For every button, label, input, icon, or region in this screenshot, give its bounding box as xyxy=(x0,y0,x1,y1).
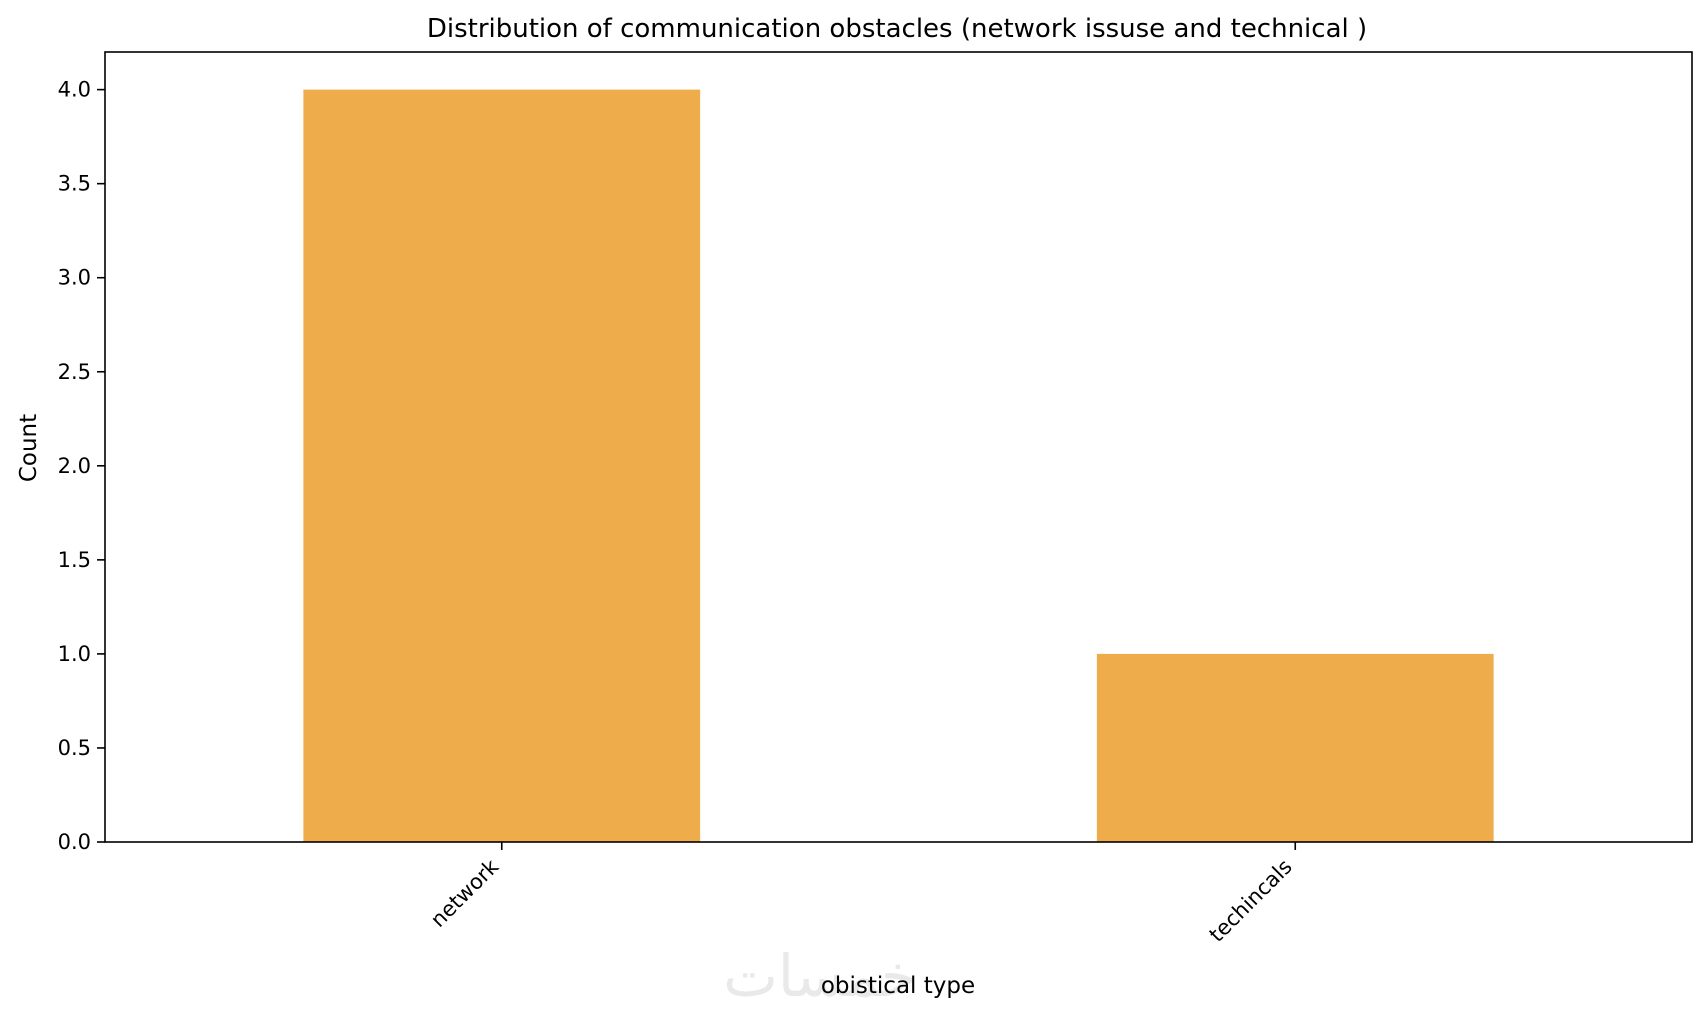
y-tick-label: 3.0 xyxy=(58,266,91,290)
x-tick-label-network: network xyxy=(426,854,504,932)
bars-group xyxy=(303,89,1494,843)
y-tick-label: 0.5 xyxy=(58,736,91,760)
x-axis-title: obistical type xyxy=(821,973,975,999)
x-tick-label-techincals: techincals xyxy=(1205,855,1297,947)
y-tick-label: 2.0 xyxy=(58,454,91,478)
bar-techincals xyxy=(1096,653,1494,842)
y-tick-label: 1.0 xyxy=(58,642,91,666)
y-axis-title: Count xyxy=(16,414,42,482)
y-tick-label: 1.5 xyxy=(58,548,91,572)
y-tick-label: 2.5 xyxy=(58,360,91,384)
chart-title: Distribution of communication obstacles … xyxy=(427,14,1367,44)
y-axis: 0.0 0.5 1.0 1.5 2.0 2.5 3.0 3.5 4.0 xyxy=(58,78,105,854)
watermark: خمسات xyxy=(723,942,916,1010)
y-tick-label: 4.0 xyxy=(58,78,91,102)
plot-frame xyxy=(104,51,1693,843)
x-axis: network techincals xyxy=(426,842,1297,947)
bar-network xyxy=(303,89,701,843)
y-tick-label: 0.0 xyxy=(58,830,91,854)
y-tick-label: 3.5 xyxy=(58,172,91,196)
